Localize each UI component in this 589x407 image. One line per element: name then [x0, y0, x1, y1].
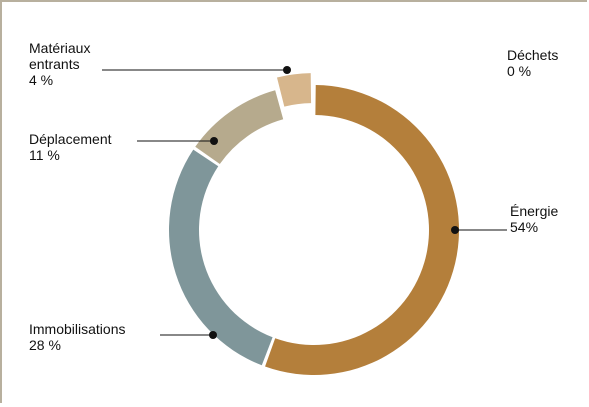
leader-dot [209, 331, 217, 339]
value-label: 0 % [507, 63, 532, 79]
value-label: 4 % [29, 72, 54, 88]
slice-label: Matériaux entrants 4 % [29, 40, 109, 88]
slice-label: Déplacement 11 % [29, 131, 149, 163]
slice-label: Énergie 54% [510, 203, 580, 235]
value-label: 28 % [29, 337, 61, 353]
category-label: Matériaux entrants [29, 40, 91, 72]
donut-slice [265, 85, 459, 375]
donut-slice [168, 149, 273, 366]
category-label: Énergie [510, 203, 559, 219]
value-label: 11 % [29, 147, 60, 163]
leader-dot [210, 137, 218, 145]
slice-label: Immobilisations 28 % [29, 321, 169, 353]
leader-dot [283, 66, 291, 74]
value-label: 54% [510, 219, 539, 235]
donut-slice [195, 90, 284, 165]
donut-slice [276, 73, 312, 107]
category-label: Déplacement [29, 131, 112, 147]
leader-dot [451, 226, 459, 234]
category-label: Déchets [507, 47, 559, 63]
slice-label: Déchets 0 % [507, 47, 577, 79]
category-label: Immobilisations [29, 321, 126, 337]
